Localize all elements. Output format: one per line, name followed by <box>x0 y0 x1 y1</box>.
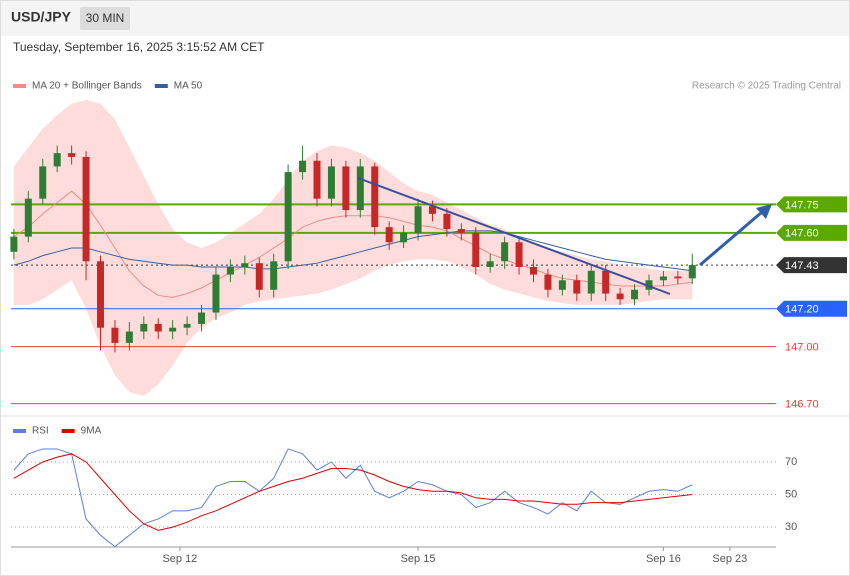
x-tick-label: Sep 12 <box>162 553 197 565</box>
legend-label: MA 20 + Bollinger Bands <box>32 81 142 92</box>
candle-body <box>96 261 104 328</box>
candle-body <box>241 263 249 267</box>
level-tag <box>776 257 847 274</box>
candle-body <box>183 323 191 328</box>
x-tick-label: Sep 15 <box>401 553 436 565</box>
candle-body <box>400 232 408 243</box>
forecast-arrow <box>699 210 763 267</box>
candle-body <box>645 280 653 290</box>
interval-box <box>80 7 130 30</box>
candle-body <box>616 293 624 300</box>
x-tick-label: Sep 16 <box>646 553 681 565</box>
candle-body <box>428 206 436 214</box>
candle-body <box>39 166 47 199</box>
candle-body <box>226 266 234 275</box>
legend-swatch <box>61 429 75 433</box>
y-tick-label: 50 <box>785 488 797 500</box>
plot: 147.75 147.60 147.43 147.20 147.00 146.70 MA 2… <box>10 81 847 565</box>
candle-body <box>169 327 177 332</box>
legend-label: RSI <box>32 426 49 437</box>
level-tag <box>776 196 847 213</box>
header-bar <box>0 0 850 36</box>
candle-body <box>443 213 451 230</box>
candle-body <box>414 206 422 233</box>
candle-body <box>530 266 538 275</box>
candle-body <box>573 280 581 294</box>
arrow-head <box>756 204 772 219</box>
trend-line <box>357 177 671 295</box>
candle-body <box>688 265 696 279</box>
candle-body <box>515 242 523 267</box>
level-tag <box>776 300 847 317</box>
level-label: 147.60 <box>785 228 819 240</box>
candle-body <box>10 236 18 252</box>
candle-body <box>371 166 379 228</box>
legend-label: 9MA <box>81 426 102 437</box>
level-label: 147.00 <box>785 342 819 354</box>
candle-body <box>111 327 119 343</box>
y-tick-label: 70 <box>785 456 797 468</box>
candle-body <box>198 312 206 324</box>
source: Research © 2025 Trading Central <box>692 81 841 92</box>
candle-body <box>270 261 278 290</box>
candle-body <box>154 323 162 332</box>
timestamp: Tuesday, September 16, 2025 3:15:52 AM C… <box>13 40 265 54</box>
candle-body <box>342 166 350 211</box>
candle-body <box>631 289 639 300</box>
candle-body <box>356 166 364 211</box>
level-tag <box>776 224 847 241</box>
candle-body <box>255 263 263 290</box>
candle-body <box>327 166 335 199</box>
legend-label: MA 50 <box>174 81 203 92</box>
candle-body <box>82 156 90 262</box>
candle-body <box>501 242 509 262</box>
ma-line <box>13 230 693 272</box>
bollinger-band <box>13 100 693 397</box>
y-tick-label: 30 <box>785 521 797 533</box>
candle-body <box>313 160 321 199</box>
legend-swatch <box>13 429 26 433</box>
candle-body <box>457 229 465 233</box>
candle-body <box>385 227 393 243</box>
level-label: 147.43 <box>785 260 819 272</box>
candle-body <box>587 270 595 294</box>
level-label: 146.70 <box>785 399 819 411</box>
legend-swatch <box>13 84 26 88</box>
candle-body <box>24 198 32 237</box>
candle-body <box>472 232 480 267</box>
candle-body <box>284 172 292 262</box>
legend-swatch <box>154 84 168 88</box>
candle-body <box>674 276 682 279</box>
candle-body <box>544 274 552 290</box>
candle-body <box>140 323 148 332</box>
candle-body <box>68 153 76 157</box>
candle-body <box>212 274 220 313</box>
candle-body <box>486 261 494 267</box>
rsi-line <box>13 453 693 531</box>
level-label: 147.20 <box>785 304 819 316</box>
candle-body <box>125 331 133 343</box>
candle-body <box>659 276 667 281</box>
candle-body <box>53 153 61 167</box>
candle-body <box>602 270 610 294</box>
level-label: 147.75 <box>785 199 819 211</box>
candle-body <box>558 280 566 290</box>
interval: 30 MIN <box>86 11 125 25</box>
x-tick-label: Sep 23 <box>712 553 747 565</box>
symbol: USD/JPY <box>11 9 72 25</box>
candle-body <box>299 160 307 173</box>
rsi-line <box>13 448 693 548</box>
